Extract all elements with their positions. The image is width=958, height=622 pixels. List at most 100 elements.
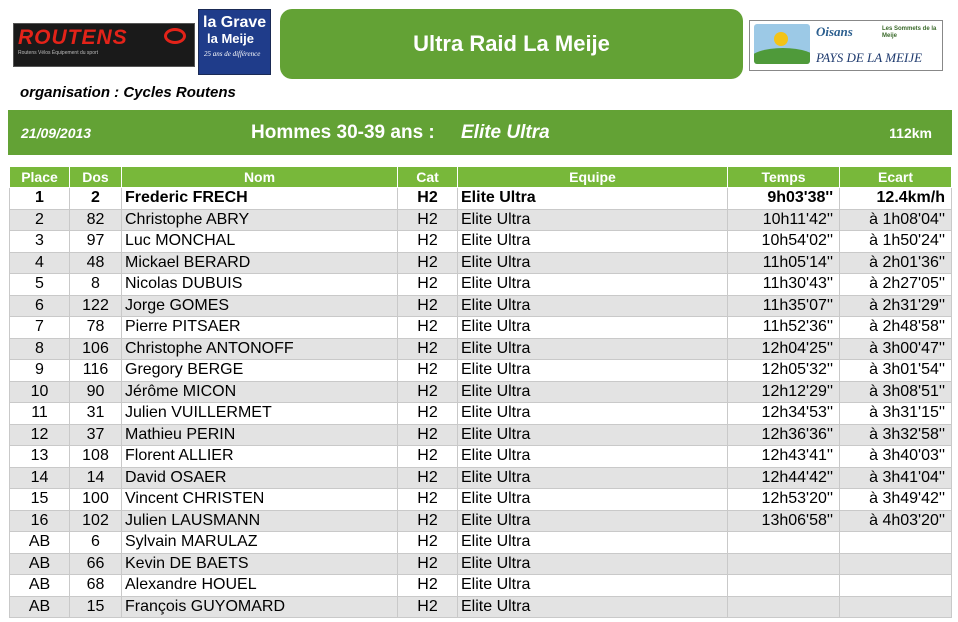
cell-cat: H2 [397,187,458,210]
cell-dos: 31 [69,402,122,425]
cell-dos: 108 [69,445,122,468]
cell-dos: 102 [69,509,122,532]
header-place: Place [9,166,70,188]
cell-nom: Sylvain MARULAZ [121,531,398,554]
pays-de-la-meije-text: PAYS DE LA MEIJE [816,50,923,65]
cell-equipe: Elite Ultra [457,316,728,339]
header-temps: Temps [727,166,840,188]
cell-equipe: Elite Ultra [457,552,728,575]
cell-ecart: à 2h48'58'' [839,316,952,339]
table-row: 9 116 Gregory BERGE H2 Elite Ultra 12h05'32''… [9,359,952,382]
cell-nom: Alexandre HOUEL [121,574,398,597]
cell-equipe: Elite Ultra [457,402,728,425]
header-nom: Nom [121,166,398,188]
cell-place: 8 [9,337,70,360]
cell-dos: 100 [69,488,122,511]
table-row: 1 2 Frederic FRECH H2 Elite Ultra 9h03'38'' 12… [9,187,952,210]
cell-nom: Mickael BERARD [121,251,398,274]
table-row: 4 48 Mickael BERARD H2 Elite Ultra 11h05'14''… [9,251,952,274]
category-label: Hommes 30-39 ans : [251,122,435,143]
cell-dos: 66 [69,552,122,575]
cell-cat: H2 [397,445,458,468]
table-row: 7 78 Pierre PITSAER H2 Elite Ultra 11h52'36''… [9,316,952,339]
cell-temps: 11h05'14'' [727,251,840,274]
sun-icon [774,32,788,46]
cell-equipe: Elite Ultra [457,187,728,210]
cell-nom: Julien VUILLERMET [121,402,398,425]
table-row: 11 31 Julien VUILLERMET H2 Elite Ultra 12h34'… [9,402,952,425]
cell-ecart: à 1h50'24'' [839,230,952,253]
cell-dos: 8 [69,273,122,296]
cell-dos: 14 [69,466,122,489]
cell-place: 11 [9,402,70,425]
cell-temps: 12h53'20'' [727,488,840,511]
cell-ecart: à 3h31'15'' [839,402,952,425]
cell-place: 2 [9,208,70,231]
event-title-box: Ultra Raid La Meije [280,9,743,79]
cell-cat: H2 [397,251,458,274]
cell-dos: 6 [69,531,122,554]
cell-place: 16 [9,509,70,532]
cell-dos: 78 [69,316,122,339]
routens-logo: ROUTENS Routens Vélos Équipement du spor… [13,23,195,67]
cell-ecart: à 3h08'51'' [839,380,952,403]
cell-place: AB [9,552,70,575]
race-date: 21/09/2013 [21,125,92,141]
table-row: 5 8 Nicolas DUBUIS H2 Elite Ultra 11h30'43'' à… [9,273,952,296]
cell-dos: 90 [69,380,122,403]
cell-cat: H2 [397,466,458,489]
cell-temps: 12h04'25'' [727,337,840,360]
table-row: 6 122 Jorge GOMES H2 Elite Ultra 11h35'07'' à … [9,294,952,317]
cell-place: 4 [9,251,70,274]
cell-ecart [839,531,952,554]
cell-place: 9 [9,359,70,382]
cell-nom: Pierre PITSAER [121,316,398,339]
cell-equipe: Elite Ultra [457,337,728,360]
cell-temps: 10h11'42'' [727,208,840,231]
cell-ecart: à 3h49'42'' [839,488,952,511]
sommets-meije-logo-text: Les Sommets de la Meije [882,26,937,39]
header-equipe: Equipe [457,166,728,188]
routens-tagline: Routens Vélos Équipement du sport [18,50,99,56]
table-row: 16 102 Julien LAUSMANN H2 Elite Ultra 13h06'5… [9,509,952,532]
cell-cat: H2 [397,574,458,597]
cell-ecart: à 1h08'04'' [839,208,952,231]
cell-nom: Nicolas DUBUIS [121,273,398,296]
cell-place: 15 [9,488,70,511]
cell-ecart: à 3h41'04'' [839,466,952,489]
organisation-line: organisation : Cycles Routens [20,84,236,101]
cell-cat: H2 [397,488,458,511]
la-meije-text: la Meije [207,31,254,46]
cell-place: AB [9,531,70,554]
cell-cat: H2 [397,380,458,403]
cell-ecart [839,574,952,597]
cell-place: 10 [9,380,70,403]
header-ecart: Ecart [839,166,952,188]
cell-nom: Kevin DE BAETS [121,552,398,575]
cell-place: 13 [9,445,70,468]
cell-nom: Luc MONCHAL [121,230,398,253]
table-row: 14 14 David OSAER H2 Elite Ultra 12h44'42'' à … [9,466,952,489]
cell-equipe: Elite Ultra [457,251,728,274]
cell-ecart: à 4h03'20'' [839,509,952,532]
header-cat: Cat [397,166,458,188]
table-row: AB 68 Alexandre HOUEL H2 Elite Ultra [9,574,952,597]
cell-equipe: Elite Ultra [457,208,728,231]
cell-ecart: à 2h01'36'' [839,251,952,274]
cell-dos: 106 [69,337,122,360]
cell-temps [727,531,840,554]
cell-dos: 2 [69,187,122,210]
cell-dos: 82 [69,208,122,231]
cell-cat: H2 [397,294,458,317]
cell-ecart: à 3h01'54'' [839,359,952,382]
cell-dos: 48 [69,251,122,274]
cell-cat: H2 [397,273,458,296]
table-row: 12 37 Mathieu PERIN H2 Elite Ultra 12h36'36''… [9,423,952,446]
sponsors-logo: Oisans Les Sommets de la Meije PAYS DE L… [749,20,943,71]
table-row: 8 106 Christophe ANTONOFF H2 Elite Ultra 12h0… [9,337,952,360]
cell-cat: H2 [397,337,458,360]
cell-place: 7 [9,316,70,339]
table-row: AB 15 François GUYOMARD H2 Elite Ultra [9,595,952,618]
cell-temps: 13h06'58'' [727,509,840,532]
